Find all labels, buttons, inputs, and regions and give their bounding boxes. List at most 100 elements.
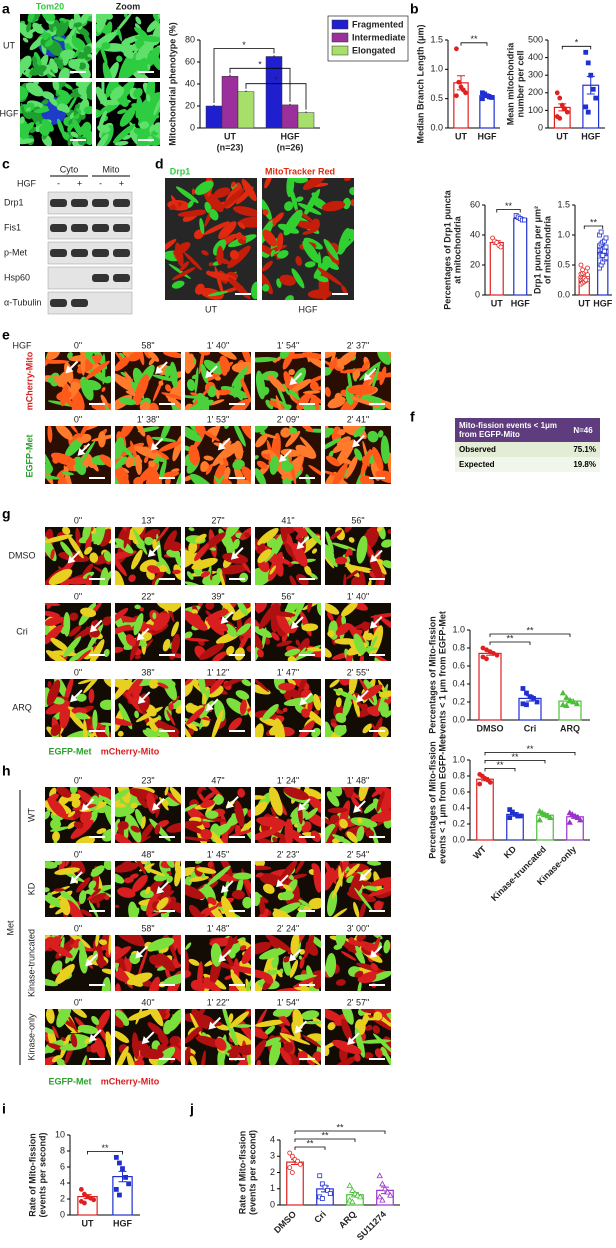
organelle: [304, 787, 310, 790]
data-point: [325, 1187, 331, 1193]
organelle: [327, 630, 335, 638]
organelle: [334, 724, 347, 736]
micrograph: [325, 787, 391, 843]
y-tick-label: 20: [185, 100, 195, 110]
time-label: 0": [74, 923, 82, 933]
organelle: [341, 603, 358, 617]
organelle: [300, 426, 314, 432]
organelle: [157, 890, 174, 900]
organelle: [161, 392, 181, 402]
data-point: [384, 1188, 391, 1195]
organelle: [255, 968, 273, 980]
table-row: Observed 75.1%: [455, 442, 600, 457]
organelle: [278, 682, 296, 691]
x-tick-label: HGF: [593, 298, 613, 308]
organelle: [262, 273, 273, 295]
panel-letter: j: [189, 1101, 194, 1117]
organelle: [188, 527, 195, 532]
organelle: [221, 1009, 230, 1029]
organelle: [216, 389, 231, 396]
organelle: [147, 937, 175, 951]
organelle: [45, 650, 70, 661]
organelle: [255, 872, 264, 878]
time-label: 2' 37": [347, 340, 369, 350]
organelle: [117, 887, 136, 898]
organelle: [203, 455, 214, 461]
organelle: [358, 684, 383, 701]
organelle: [241, 466, 251, 484]
organelle: [306, 374, 321, 384]
y-axis-label: at mitochondria: [452, 215, 462, 283]
y-tick-label: 1: [270, 1183, 275, 1193]
organelle: [65, 861, 71, 867]
organelle: [354, 622, 371, 630]
organelle: [255, 434, 268, 448]
organelle: [86, 1046, 92, 1052]
arrow-head: [352, 439, 361, 448]
organelle: [332, 834, 354, 843]
row-label: HGF: [0, 108, 19, 118]
organelle: [69, 398, 80, 410]
organelle: [115, 570, 125, 585]
organelle: [101, 828, 111, 842]
organelle: [20, 90, 29, 101]
organelle: [238, 216, 257, 228]
organelle: [381, 539, 391, 548]
organelle: [284, 543, 295, 558]
organelle: [185, 631, 193, 640]
organelle: [285, 603, 303, 615]
micrograph: [255, 679, 321, 737]
organelle: [46, 1009, 55, 1024]
organelle: [80, 352, 86, 376]
micrograph: [185, 352, 251, 410]
organelle: [298, 955, 302, 960]
data-point: [494, 652, 500, 658]
protein-label: Drp1: [4, 197, 24, 207]
y-axis-label: number per cell: [515, 50, 525, 117]
time-label: 2' 55": [347, 667, 369, 677]
organelle: [157, 1032, 169, 1046]
organelle: [140, 823, 154, 840]
sig-bracket: [484, 768, 516, 772]
organelle: [162, 638, 171, 652]
organelle: [91, 1015, 100, 1026]
organelle: [72, 433, 81, 441]
legend-label: EGFP-Met: [48, 746, 91, 756]
organelle: [52, 82, 60, 91]
organelle: [214, 603, 236, 615]
micrograph: [115, 603, 181, 661]
time-label: 1' 48": [347, 775, 369, 785]
organelle: [191, 374, 199, 379]
time-label: 3' 00": [347, 923, 369, 933]
micrograph: [115, 352, 181, 410]
organelle: [76, 877, 91, 893]
organelle: [166, 822, 181, 833]
organelle: [146, 94, 151, 102]
organelle: [165, 861, 175, 868]
y-tick-label: 1.0: [452, 624, 465, 634]
organelle: [45, 475, 60, 480]
x-tick-label: Kinase-truncated: [489, 844, 548, 903]
organelle: [332, 1056, 357, 1065]
organelle: [75, 82, 92, 88]
data-point: [585, 60, 591, 66]
data-point: [123, 1175, 128, 1180]
organelle: [354, 887, 374, 912]
organelle: [139, 607, 144, 612]
data-point: [520, 686, 526, 691]
organelle: [333, 688, 359, 701]
micrograph: [45, 935, 111, 991]
y-tick-label: 400: [528, 52, 543, 62]
organelle: [369, 556, 383, 581]
organelle: [102, 62, 114, 78]
channel-label: Zoom: [116, 1, 141, 11]
organelle: [158, 440, 181, 452]
panel-letter: h: [2, 763, 11, 779]
organelle: [291, 268, 305, 289]
y-axis-label: Percentages of Mito-fission: [427, 616, 437, 734]
organelle: [52, 831, 61, 842]
band: [113, 274, 130, 282]
sig-label: **: [496, 760, 504, 770]
organelle: [20, 22, 33, 39]
organelle: [255, 1026, 269, 1039]
